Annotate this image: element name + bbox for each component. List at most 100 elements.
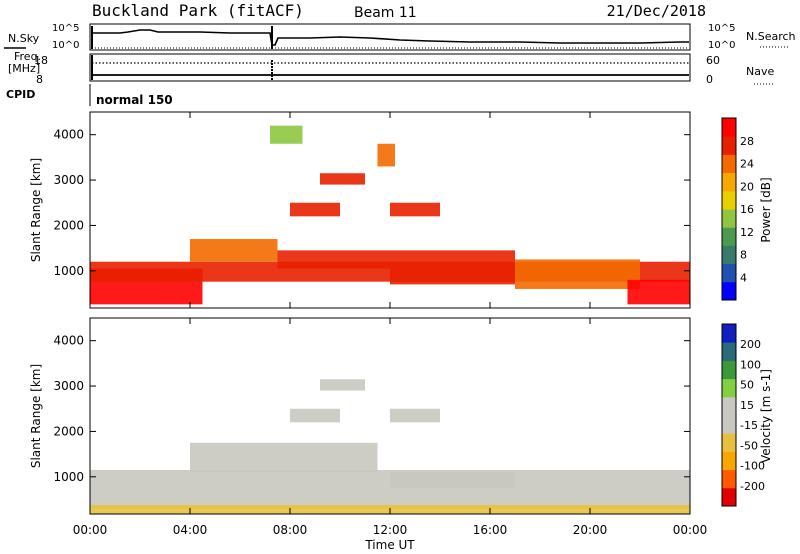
noise-tick-bottom-left: 10^0	[52, 40, 79, 51]
power-colorbar-swatch-4	[722, 209, 736, 228]
power-colorbar-tick-6: 4	[740, 271, 747, 284]
power-ytick-label-3: 4000	[53, 128, 84, 142]
cpid-value: normal 150	[96, 93, 173, 107]
velocity-colorbar-swatch-4	[722, 415, 736, 434]
freq-tick-bottom: 8	[36, 73, 43, 86]
velocity-ytick-label-3: 4000	[53, 334, 84, 348]
power-colorbar-swatch-7	[722, 154, 736, 174]
velocity-colorbar-swatch-0	[722, 487, 736, 507]
velocity-colorbar-tick-5: -50	[740, 439, 758, 452]
power-colorbar-swatch-3	[722, 227, 736, 246]
velocity-colorbar-swatch-7	[722, 360, 736, 380]
power-colorbar-tick-0: 28	[740, 135, 754, 148]
power-region-8	[320, 173, 365, 185]
power-region-4	[390, 250, 515, 285]
power-colorbar-swatch-2	[722, 245, 736, 265]
velocity-colorbar-tick-6: -100	[740, 460, 765, 473]
power-ylabel: Slant Range [km]	[29, 158, 43, 262]
velocity-colorbar-tick-0: 200	[740, 338, 761, 351]
velocity-ytick-label-0: 1000	[53, 470, 84, 484]
velocity-colorbar-swatch-5	[722, 396, 736, 416]
velocity-colorbar-label: Velocity [m s-1]	[759, 369, 773, 463]
power-region-11	[270, 125, 303, 144]
velocity-axes: 1000 2000 3000 4000	[53, 318, 691, 514]
noise-tick-top-left: 10^5	[52, 23, 79, 34]
power-ytick-label-1: 2000	[53, 218, 84, 232]
velocity-colorbar-swatch-8	[722, 342, 736, 361]
nave-tick-bottom: 0	[706, 73, 713, 86]
nsky-trace	[92, 29, 689, 46]
power-colorbar-tick-4: 12	[740, 226, 754, 239]
velocity-ylabel: Slant Range [km]	[29, 364, 43, 468]
noise-tick-bottom-right: 10^0	[708, 40, 735, 51]
velocity-colorbar-tick-1: 100	[740, 358, 761, 371]
power-ytick-label-2: 3000	[53, 173, 84, 187]
velocity-colorbar-tick-4: -15	[740, 419, 758, 432]
freq-unit-label: [MHz]	[8, 62, 40, 75]
nave-label: Nave	[746, 65, 774, 78]
time-tick-label-4: 16:00	[473, 523, 508, 537]
freq-label: Freq.	[14, 50, 41, 63]
power-region-3	[277, 250, 390, 269]
beam-title: Beam 11	[354, 5, 417, 21]
velocity-colorbar-swatch-1	[722, 469, 736, 489]
power-colorbar-swatch-0	[722, 281, 736, 301]
power-colorbar-swatch-6	[722, 172, 736, 192]
noise-tick-top-right: 10^5	[708, 23, 735, 34]
power-colorbar-tick-3: 16	[740, 203, 754, 216]
velocity-colorbar-swatch-6	[722, 378, 736, 398]
power-colorbar-label: Power [dB]	[759, 177, 773, 242]
power-colorbar-tick-5: 8	[740, 249, 747, 262]
power-colorbar-tick-1: 24	[740, 158, 754, 171]
power-region-10	[377, 143, 395, 167]
power-region-5	[515, 259, 640, 289]
velocity-colorbar-tick-3: 15	[740, 399, 754, 412]
power-region-9	[390, 202, 440, 217]
velocity-colorbar-tick-2: 50	[740, 379, 754, 392]
power-region-7	[290, 202, 340, 217]
cpid-label: CPID	[6, 88, 35, 101]
nsky-label: N.Sky	[8, 32, 40, 45]
power-heatmap	[90, 125, 690, 305]
velocity-colorbar-swatch-9	[722, 324, 736, 343]
power-ytick-label-0: 1000	[53, 264, 84, 278]
velocity-colorbar-swatch-2	[722, 451, 736, 471]
power-colorbar: 28 24 20 16 12 8 4	[721, 117, 754, 301]
velocity-heatmap	[90, 379, 690, 514]
velocity-region-4	[320, 379, 365, 391]
velocity-ytick-label-2: 3000	[53, 379, 84, 393]
time-tick-label-6: 00:00	[673, 523, 708, 537]
velocity-region-2	[390, 472, 515, 489]
date-title: 21/Dec/2018	[607, 2, 706, 20]
velocity-colorbar-swatch-3	[722, 433, 736, 452]
velocity-colorbar-tick-7: -200	[740, 480, 765, 493]
station-title: Buckland Park (fitACF)	[92, 1, 304, 20]
power-colorbar-swatch-9	[722, 118, 736, 137]
power-colorbar-swatch-1	[722, 263, 736, 283]
power-colorbar-frame	[721, 117, 737, 301]
velocity-colorbar: 200 100 50 15 -15 -50 -100 -200	[721, 323, 765, 507]
velocity-panel: 1000 2000 3000 4000 Slant Range [km] 200 100…	[29, 317, 773, 515]
time-axis: 00:00 04:00 08:00 12:00 16:00 20:00 00:00	[73, 523, 708, 537]
power-region-2	[190, 239, 278, 262]
time-tick-label-3: 12:00	[373, 523, 408, 537]
power-colorbar-tick-2: 20	[740, 180, 754, 193]
power-region-6	[627, 279, 690, 305]
power-axes: 1000 2000 3000 4000	[53, 112, 691, 308]
velocity-region-1	[190, 442, 378, 473]
time-tick-label-1: 04:00	[173, 523, 208, 537]
nave-tick-top: 60	[706, 54, 720, 67]
power-colorbar-swatch-5	[722, 190, 736, 210]
velocity-ytick-label-1: 2000	[53, 424, 84, 438]
power-colorbar-swatch-8	[722, 136, 736, 155]
time-tick-label-2: 08:00	[273, 523, 308, 537]
time-tick-label-5: 20:00	[573, 523, 608, 537]
time-axis-label: Time UT	[364, 538, 415, 552]
velocity-region-5	[390, 408, 440, 423]
nsearch-label: N.Search	[746, 30, 796, 43]
velocity-region-3	[290, 408, 340, 423]
noise-panel: N.Sky 10^5 10^0 10^5 10^0 N.Search	[4, 23, 796, 51]
freq-tick-top: 18	[34, 54, 48, 67]
freq-panel: Freq. [MHz] 18 8 60 0 Nave	[8, 50, 774, 86]
